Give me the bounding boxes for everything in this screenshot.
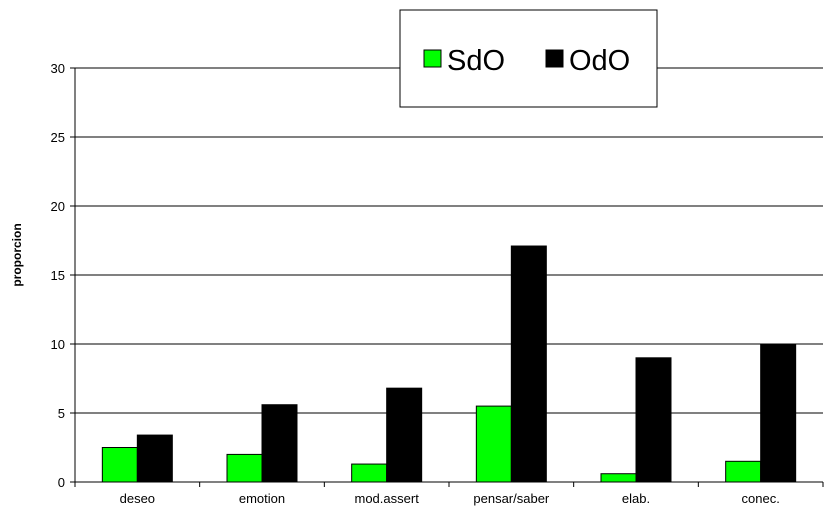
bar-odo-4	[635, 357, 672, 483]
bar-sdo-1	[226, 453, 263, 483]
x-tick-label: conec.	[742, 491, 780, 506]
bar-odo-0	[136, 434, 173, 483]
bar-odo-2	[386, 387, 423, 483]
bar-odo-5	[760, 343, 797, 483]
x-tick-label: pensar/saber	[473, 491, 550, 506]
y-axis-label: proporcion	[10, 223, 24, 286]
bars	[101, 245, 797, 483]
x-tick-label: mod.assert	[355, 491, 420, 506]
x-tick-labels: deseo emotion mod.assert pensar/saber elab. c…	[120, 491, 780, 506]
y-tick-label: 15	[51, 268, 65, 283]
y-tick-label: 10	[51, 337, 65, 352]
legend-swatch-sdo	[423, 49, 442, 68]
legend-label-odo: OdO	[569, 45, 630, 77]
bar-sdo-2	[351, 463, 388, 483]
bar-odo-1	[261, 404, 298, 483]
bar-sdo-3	[475, 405, 512, 483]
x-tick-label: elab.	[622, 491, 650, 506]
y-tick-label: 5	[58, 406, 65, 421]
x-tick-label: emotion	[239, 491, 285, 506]
bar-sdo-5	[725, 460, 762, 483]
y-tick-label: 0	[58, 475, 65, 490]
x-tick-label: deseo	[120, 491, 155, 506]
legend: SdO OdO	[399, 9, 658, 108]
y-tick-label: 25	[51, 130, 65, 145]
bar-sdo-0	[101, 447, 138, 483]
legend-box	[399, 9, 658, 108]
bar-odo-3	[510, 245, 547, 483]
axes	[70, 67, 824, 487]
legend-label-sdo: SdO	[447, 45, 505, 77]
gridlines	[75, 67, 823, 414]
y-tick-label: 20	[51, 199, 65, 214]
legend-swatch-odo	[545, 49, 564, 68]
y-tick-labels: 0 5 10 15 20 25 30	[51, 61, 65, 490]
bar-sdo-4	[600, 473, 637, 483]
y-tick-label: 30	[51, 61, 65, 76]
